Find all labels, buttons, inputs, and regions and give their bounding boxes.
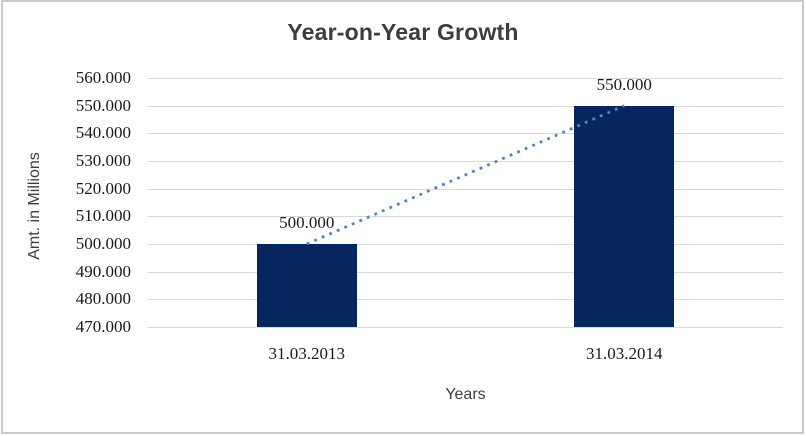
y-axis-tick-label: 540.000 [75,123,131,143]
chart-title: Year-on-Year Growth [287,19,519,45]
y-axis-tick-label: 530.000 [75,151,131,170]
x-axis-tick-label: 31.03.2014 [586,344,663,363]
y-axis-tick-label: 480.000 [75,289,131,309]
y-axis-tick-label: 470.000 [75,317,131,336]
gridline [148,299,783,301]
gridline [148,105,783,107]
bar-data-label: 550.000 [596,74,652,94]
gridline [148,188,783,190]
y-axis-tick-label: 560.000 [75,68,131,87]
gridline [148,133,783,135]
gridline [148,161,783,162]
plot-area [148,78,783,328]
bar-data-label: 500.000 [279,213,335,232]
bar-31.03.2013 [256,244,357,327]
gridline [148,244,783,245]
x-axis-title: Years [445,386,486,403]
gridline [148,78,783,79]
y-axis-tick-label: 550.000 [75,95,131,115]
gridline [148,271,783,273]
y-axis-tick-label: 510.000 [75,206,131,226]
y-axis-tick-label: 520.000 [75,178,131,198]
bar-31.03.2014 [574,105,675,327]
x-axis-tick-label: 31.03.2013 [268,344,346,363]
gridline [148,327,783,328]
y-axis-tick-label: 490.000 [75,261,131,281]
y-axis-tick-label: 500.000 [75,234,131,253]
